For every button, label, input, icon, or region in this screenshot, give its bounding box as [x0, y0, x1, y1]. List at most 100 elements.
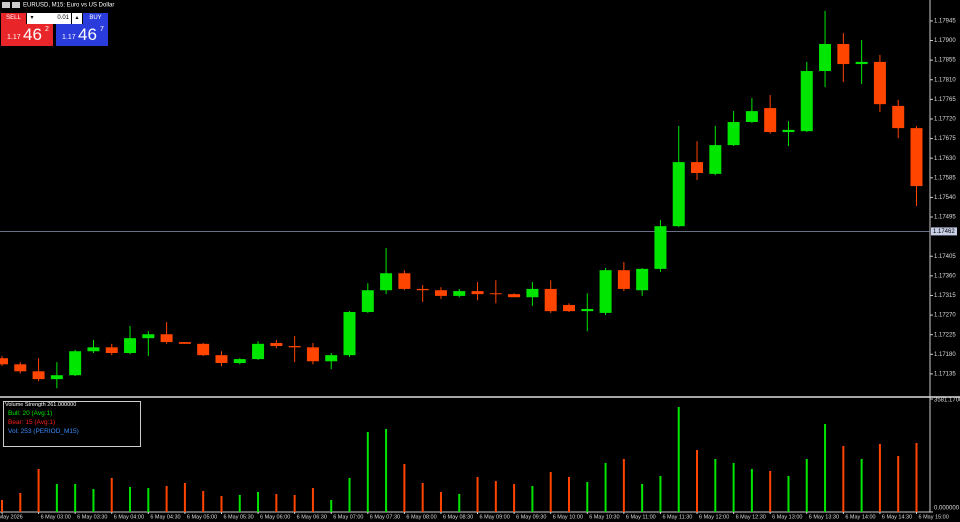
volume-bar: [19, 493, 22, 512]
buy-button[interactable]: BUY: [83, 13, 108, 24]
candle-body: [910, 128, 923, 187]
title-bar: EURUSD, M15: Euro vs US Dollar: [2, 2, 132, 11]
sell-button[interactable]: SELL: [1, 13, 26, 24]
x-tick-label: 6 May 05:30: [223, 514, 253, 520]
y-tick-label: 1.17315: [934, 293, 956, 299]
y-tick-label: 1.17225: [934, 332, 956, 338]
volume-bar: [805, 458, 808, 512]
y-tick-label: 1.17765: [934, 97, 956, 103]
candle-body: [270, 342, 283, 347]
volume-bar: [622, 458, 625, 512]
window-title: EURUSD, M15: Euro vs US Dollar: [23, 2, 115, 9]
buy-price[interactable]: 1.17 46 7: [56, 24, 108, 46]
lot-down[interactable]: ▾: [27, 13, 37, 24]
y-tick-label: 1.17360: [934, 273, 956, 279]
candle-body: [343, 312, 356, 356]
candle-body: [453, 291, 466, 296]
volume-bar: [129, 487, 132, 512]
volume-bar: [92, 488, 95, 512]
x-tick-label: 6 May 15:00: [919, 514, 949, 520]
volume-bar: [311, 487, 314, 512]
candle-body: [252, 343, 265, 360]
volume-bar: [769, 471, 772, 512]
price-big: 1.17: [7, 34, 21, 41]
volume-bar: [348, 477, 351, 512]
volume-bar: [37, 468, 40, 512]
volume-bar: [202, 490, 205, 512]
candle-body: [544, 288, 557, 312]
candle-body: [782, 129, 795, 133]
candle-body: [471, 291, 484, 295]
y-tick-label: 1.17495: [934, 215, 956, 221]
candle-body: [508, 294, 521, 298]
candle-body: [727, 122, 740, 146]
indicator-box: Volume Strength 261.000000 Bull: 20 (Avg…: [3, 401, 141, 447]
candle-body: [288, 346, 301, 348]
candle-body: [416, 288, 429, 291]
volume-bar: [74, 484, 77, 512]
candle-body: [691, 162, 704, 174]
volume-bar: [732, 462, 735, 512]
volume-bar: [238, 494, 241, 512]
bear-text: Bear: 15 (Avg:1): [8, 419, 56, 426]
x-tick-label: 6 May 08:30: [443, 514, 473, 520]
volume-bar: [567, 477, 570, 512]
volume-bar: [750, 468, 753, 512]
candle-body: [124, 338, 137, 353]
volume-bar: [330, 500, 333, 512]
candle-body: [69, 351, 82, 376]
y-tick-label: 1.17180: [934, 352, 956, 358]
lot-input[interactable]: 0.01: [37, 13, 71, 24]
vol-text: Vol: 253 (PERIOD_M15): [8, 428, 79, 435]
y-tick-label: 1.17810: [934, 77, 956, 83]
volume-bar: [385, 429, 388, 512]
lot-up[interactable]: ▴: [72, 13, 82, 24]
x-tick-label: 6 May 04:00: [114, 514, 144, 520]
candle-body: [178, 342, 191, 344]
volume-bar: [366, 432, 369, 512]
volume-bar: [421, 483, 424, 512]
volume-bar: [476, 477, 479, 512]
volume-bar: [915, 442, 918, 512]
price-small: 7: [100, 26, 104, 33]
candle-body: [599, 270, 612, 313]
candle-body: [562, 305, 575, 312]
sell-price[interactable]: 1.17 46 2: [1, 24, 53, 46]
y-tick-label: 0.000000: [934, 506, 960, 512]
x-tick-label: 6 May 14:00: [845, 514, 875, 520]
volume-bar: [220, 496, 223, 512]
candle-body: [526, 288, 539, 298]
candle-body: [581, 308, 594, 312]
volume-bar: [531, 485, 534, 512]
volume-bar: [860, 458, 863, 512]
x-tick-label: 6 May 03:00: [41, 514, 71, 520]
indicator-title: Volume Strength 261.000000: [5, 402, 77, 408]
candle-body: [873, 61, 886, 105]
x-tick-label: 6 May 12:00: [699, 514, 729, 520]
y-tick-label: 1.17270: [934, 313, 956, 319]
x-tick-label: 6 May 10:00: [553, 514, 583, 520]
x-tick-label: 6 May 09:30: [516, 514, 546, 520]
price-main: 46: [78, 25, 97, 44]
volume-bar: [677, 406, 680, 512]
y-tick-label: 1.17675: [934, 136, 956, 142]
x-tick-label: 6 May 08:00: [406, 514, 436, 520]
candle-body: [654, 226, 667, 269]
current-price-box: [931, 227, 957, 236]
volume-bar: [897, 455, 900, 512]
x-tick-label: 6 May 04:30: [150, 514, 180, 520]
y-tick-label: 1.17630: [934, 156, 956, 162]
x-tick-label: 6 May 10:30: [589, 514, 619, 520]
icon: [2, 2, 10, 8]
volume-bar: [183, 483, 186, 512]
volume-bar: [110, 477, 113, 512]
x-tick-label: 6 May 14:30: [882, 514, 912, 520]
x-tick-label: 6 May 13:00: [772, 514, 802, 520]
volume-bar: [549, 471, 552, 512]
volume-bar: [641, 484, 644, 512]
x-tick-label: 6 May 07:00: [333, 514, 363, 520]
x-tick-label: 6 May 06:00: [260, 514, 290, 520]
x-tick-label: 6 May 11:00: [626, 514, 656, 520]
